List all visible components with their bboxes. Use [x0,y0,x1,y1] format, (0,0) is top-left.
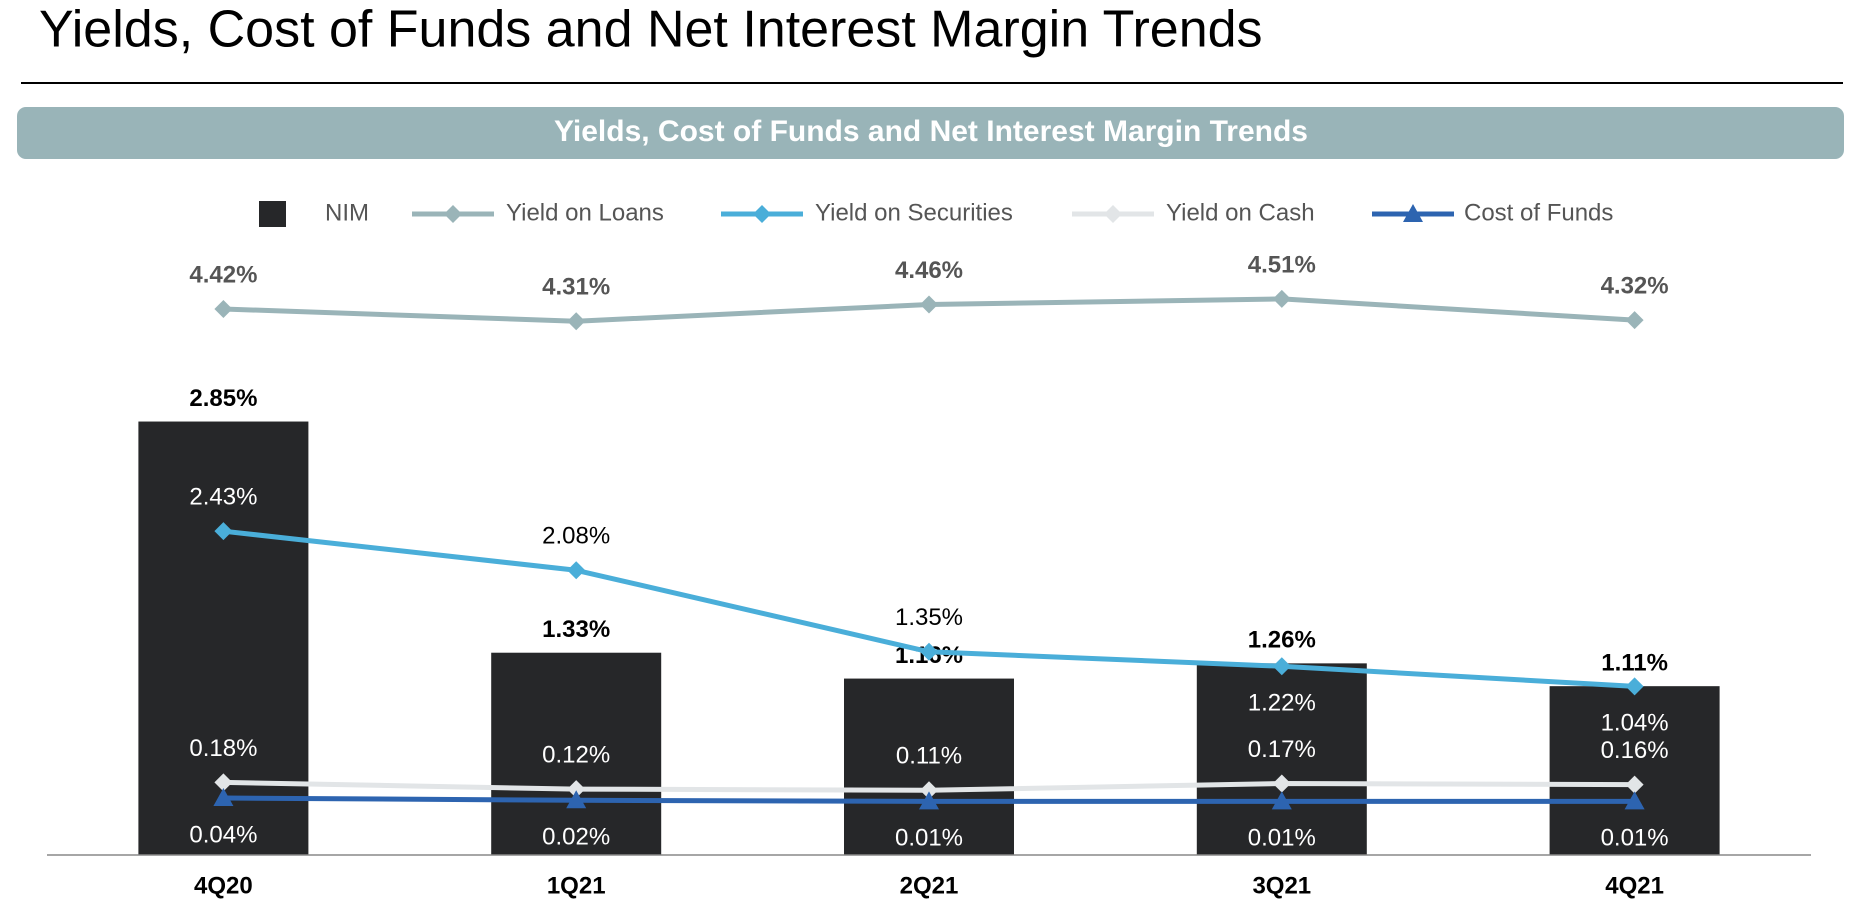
chart-banner [17,107,1844,159]
legend-marker [1104,205,1122,223]
point-value-label: 4.31% [542,274,610,301]
point-marker [919,791,939,810]
point-value-label: 0.18% [189,735,257,762]
point-value-label: 4.51% [1248,251,1316,278]
x-tick-label: 2Q21 [900,872,959,899]
point-value-label: 0.04% [189,821,257,848]
legend-marker [753,205,771,223]
page-title: Yields, Cost of Funds and Net Interest M… [39,1,1263,59]
point-value-label: 0.16% [1601,737,1669,764]
point-marker [566,790,587,809]
point-value-label: 2.08% [542,523,610,550]
point-value-label: 0.01% [895,825,963,852]
bar [491,652,662,855]
point-marker [213,788,234,807]
point-value-label: 1.04% [1601,710,1669,737]
point-value-label: 2.43% [189,484,257,511]
point-value-label: 0.12% [542,741,610,768]
legend-marker [1403,204,1423,222]
point-marker [1271,791,1292,810]
x-tick-label: 4Q21 [1605,872,1664,899]
legend-label: Cost of Funds [1464,199,1613,226]
bar [1196,663,1367,855]
point-value-label: 4.46% [895,257,963,284]
bar-value-label: 1.11% [1601,650,1668,677]
point-value-label: 0.17% [1248,736,1316,763]
point-marker [567,312,586,331]
point-marker [1624,791,1645,810]
point-value-label: 4.32% [1601,272,1669,299]
bar [1549,686,1720,855]
legend-label: Yield on Cash [1166,199,1315,226]
point-marker [1272,774,1291,793]
point-value-label: 0.02% [542,824,610,851]
x-tick-label: 3Q21 [1252,872,1311,899]
bar-value-label: 2.85% [189,385,257,412]
point-value-label: 4.42% [189,261,257,288]
legend-swatch [259,201,286,227]
bar [844,678,1014,855]
legend-label: Yield on Loans [506,199,664,226]
bar-value-label: 1.33% [542,616,610,643]
point-marker [214,773,233,792]
bar-value-label: 1.26% [1248,627,1316,654]
point-value-label: 0.11% [896,743,962,770]
legend-label: NIM [325,199,369,226]
point-value-label: 1.35% [895,604,963,631]
point-marker [214,522,233,541]
point-marker [920,781,938,800]
point-marker [1625,775,1644,794]
point-marker [567,561,586,580]
x-tick-label: 4Q20 [194,872,253,899]
point-marker [1625,311,1644,330]
point-value-label: 0.01% [1248,825,1316,852]
point-value-label: 0.01% [1601,825,1669,852]
legend-label: Yield on Securities [815,199,1013,226]
point-marker [920,642,938,661]
point-value-label: 1.22% [1248,690,1316,717]
point-marker [1272,657,1291,676]
point-marker [920,295,938,314]
legend-marker [444,205,462,223]
chart-title: Yields, Cost of Funds and Net Interest M… [554,115,1308,148]
point-marker [214,299,233,318]
point-marker [1625,677,1644,696]
x-tick-label: 1Q21 [547,872,606,899]
point-marker [1272,289,1291,308]
point-marker [567,780,586,799]
